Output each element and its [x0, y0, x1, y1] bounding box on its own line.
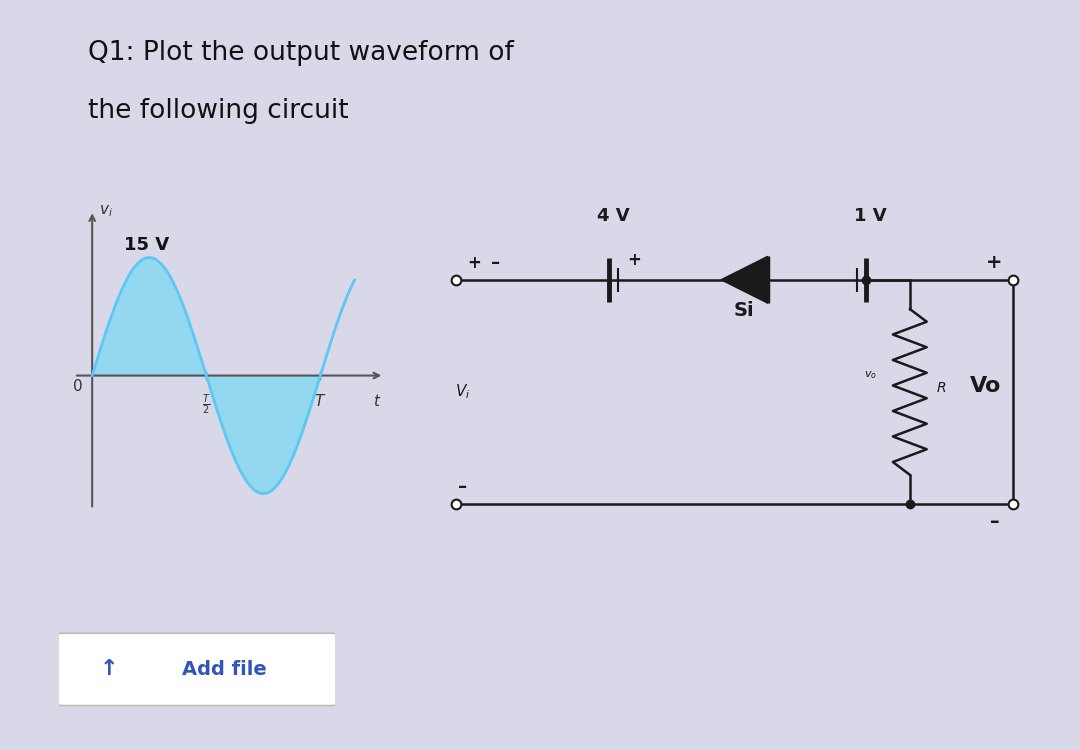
Text: Add file: Add file: [183, 660, 267, 679]
Text: 4 V: 4 V: [597, 207, 630, 225]
Text: $t$: $t$: [374, 393, 381, 409]
Text: $V_i$: $V_i$: [455, 382, 470, 401]
Text: –: –: [989, 512, 999, 530]
Text: 0: 0: [72, 380, 82, 394]
Text: +: +: [468, 254, 482, 272]
FancyBboxPatch shape: [54, 633, 340, 706]
Text: R: R: [937, 381, 947, 394]
Text: $v_i$: $v_i$: [99, 203, 113, 219]
Text: $v_o$: $v_o$: [864, 369, 877, 381]
Text: +: +: [986, 254, 1002, 272]
Text: Si: Si: [733, 302, 754, 320]
Text: Vo: Vo: [970, 376, 1001, 396]
Text: ↑: ↑: [99, 659, 119, 680]
Text: –: –: [458, 478, 467, 496]
Text: 1 V: 1 V: [854, 207, 887, 225]
Text: 15 V: 15 V: [124, 236, 170, 254]
Polygon shape: [721, 256, 768, 303]
Text: the following circuit: the following circuit: [89, 98, 349, 124]
Text: $T$: $T$: [314, 393, 326, 409]
Text: $\frac{T}{2}$: $\frac{T}{2}$: [202, 393, 211, 417]
Text: +: +: [627, 251, 642, 269]
Text: Q1: Plot the output waveform of: Q1: Plot the output waveform of: [89, 40, 514, 66]
Text: –: –: [491, 254, 500, 272]
